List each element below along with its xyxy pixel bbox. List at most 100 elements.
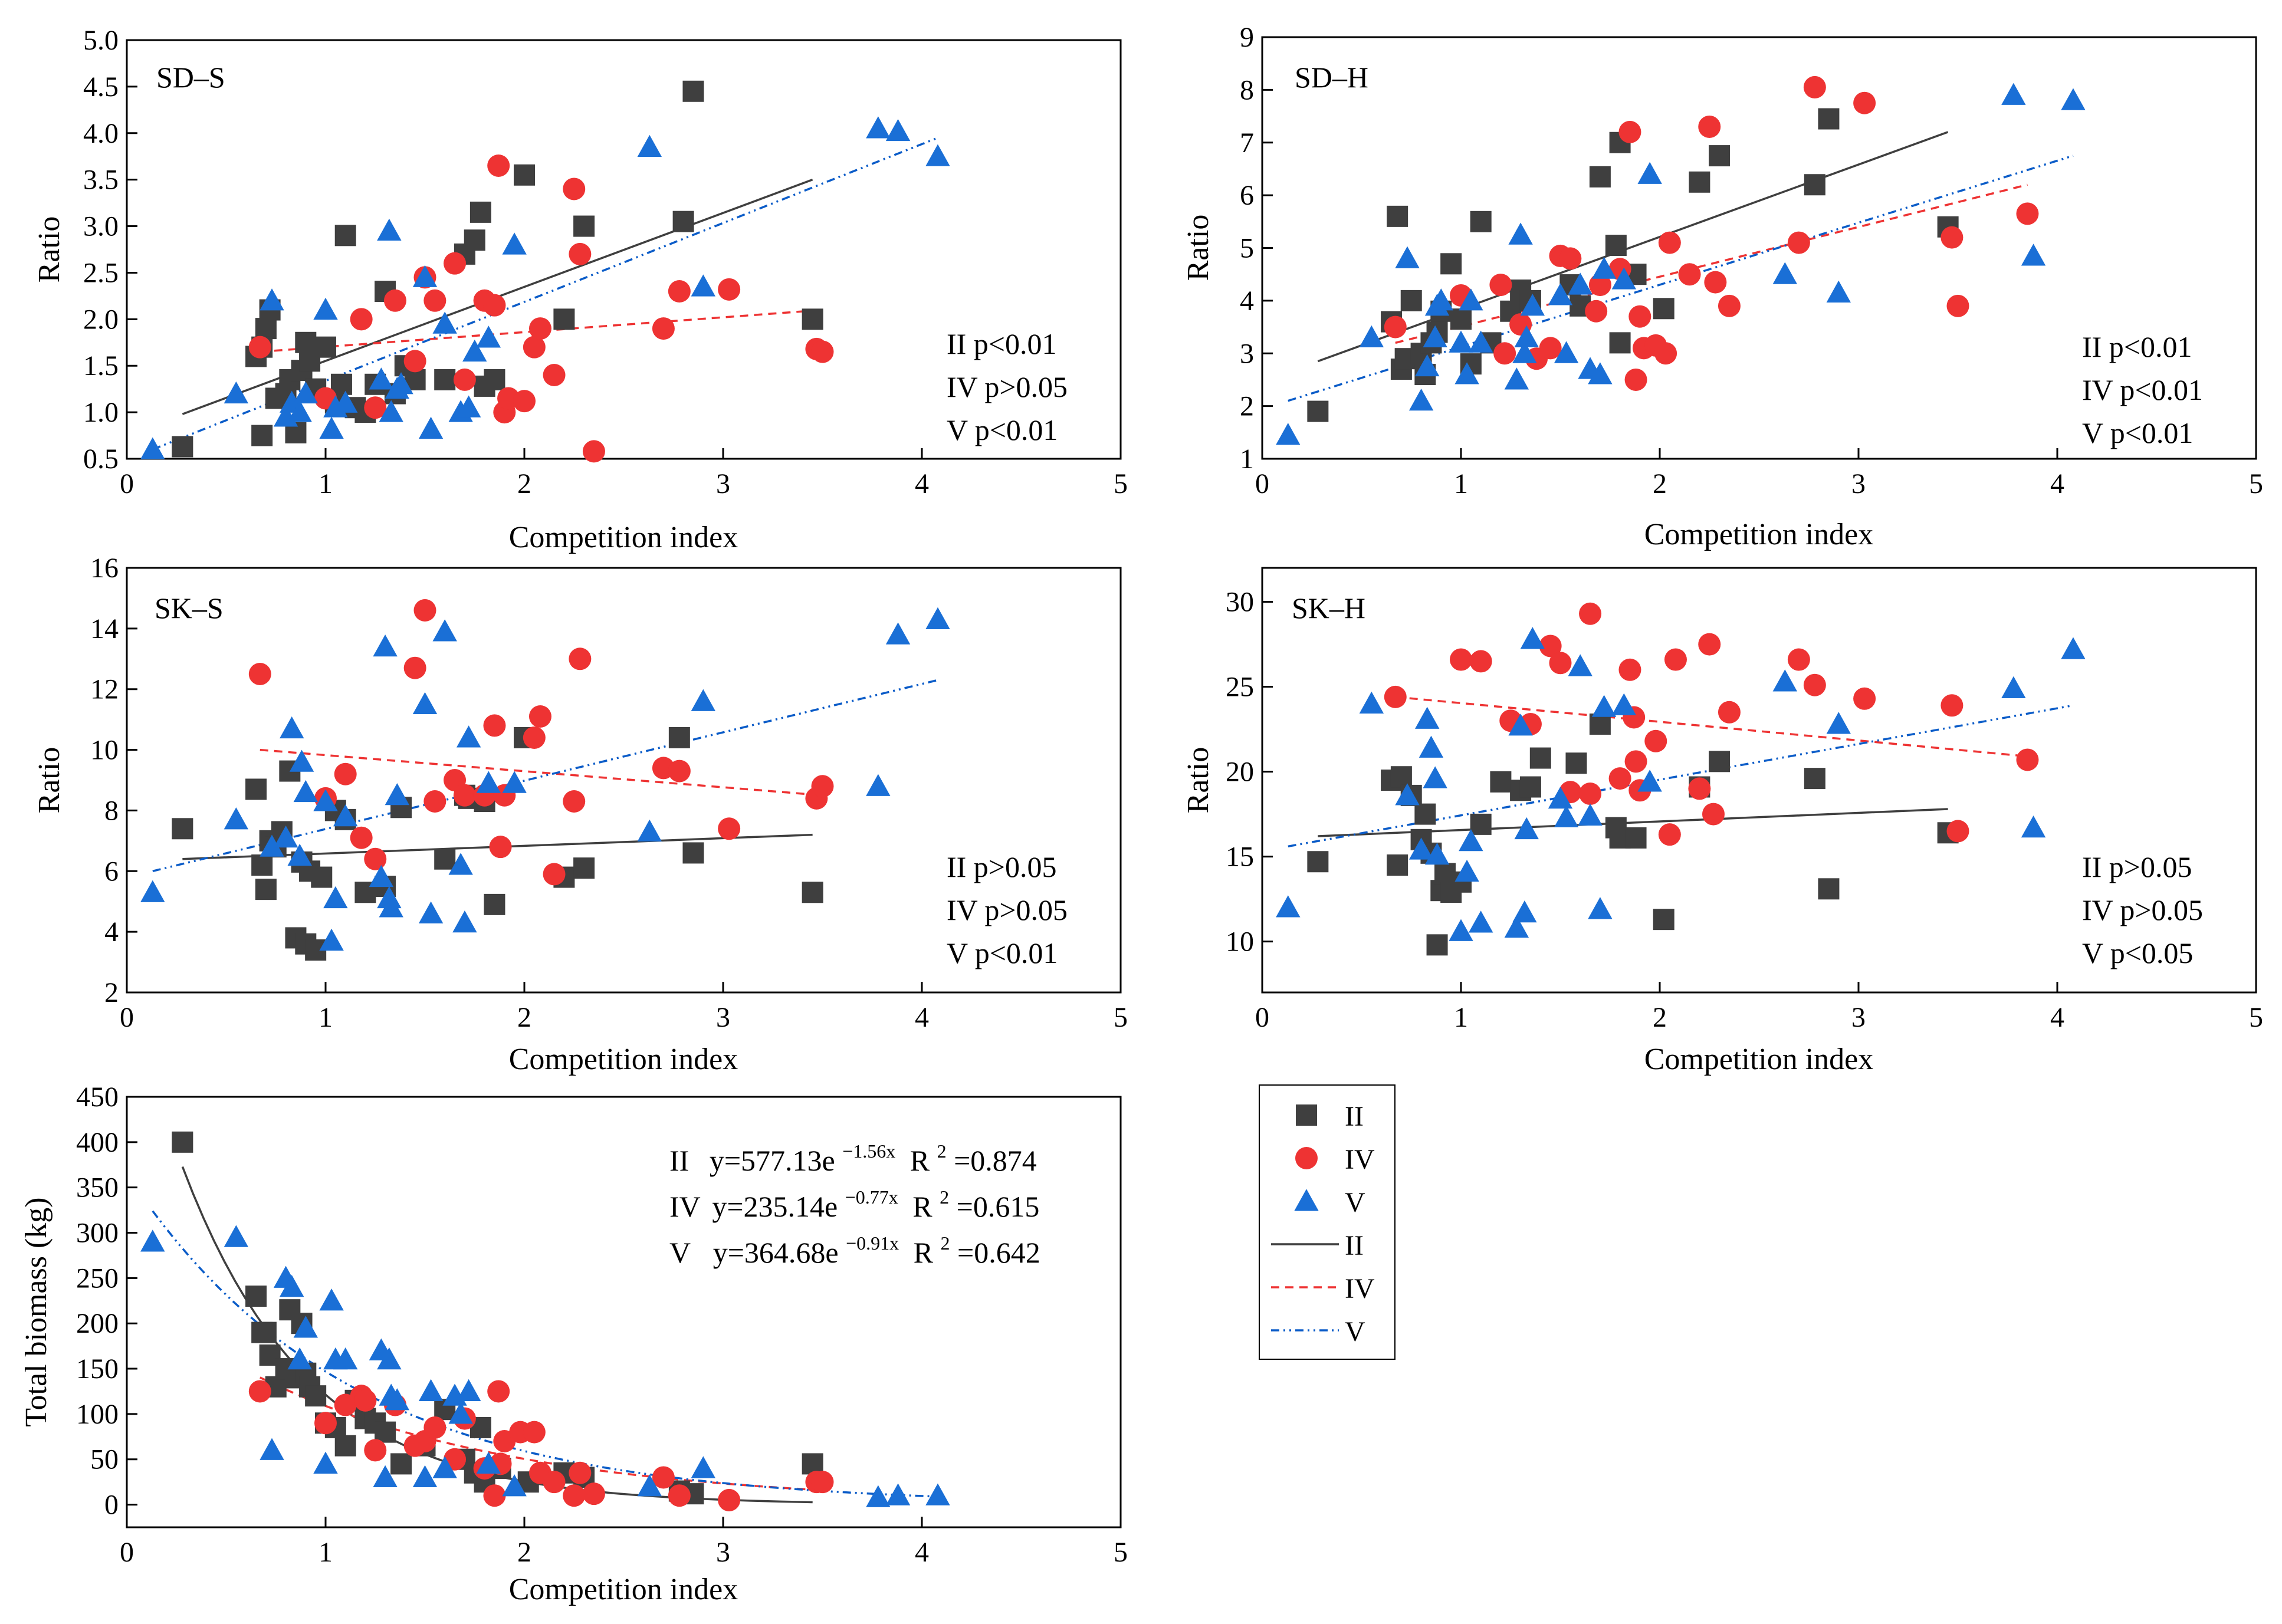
x-tick-label: 0 bbox=[120, 1537, 134, 1568]
data-point-ii bbox=[375, 1421, 396, 1443]
data-point-v bbox=[377, 886, 402, 909]
data-point-ii bbox=[172, 436, 193, 458]
data-point-v bbox=[2021, 815, 2046, 838]
panel-title: SK–S bbox=[155, 591, 224, 624]
data-point-v bbox=[273, 826, 298, 848]
data-point-iv bbox=[569, 1461, 592, 1484]
data-point-iv bbox=[1654, 342, 1677, 365]
y-tick-label: 4.0 bbox=[83, 118, 119, 149]
equation-r2: =0.874 bbox=[954, 1144, 1037, 1177]
data-point-v bbox=[1459, 288, 1483, 311]
data-point-ii bbox=[251, 425, 273, 446]
y-tick-label: 1.5 bbox=[83, 350, 119, 382]
data-point-v bbox=[866, 116, 891, 139]
data-point-v bbox=[1449, 330, 1473, 353]
data-point-ii bbox=[553, 308, 575, 330]
equation-label: II bbox=[669, 1144, 689, 1177]
y-tick-label: 100 bbox=[76, 1399, 119, 1430]
data-point-ii bbox=[255, 1321, 277, 1343]
data-point-v bbox=[377, 218, 402, 241]
legend-label: V bbox=[1345, 1316, 1365, 1347]
data-point-v bbox=[280, 716, 304, 739]
data-point-v bbox=[1469, 330, 1493, 353]
data-point-ii bbox=[245, 1286, 267, 1307]
data-point-v bbox=[333, 804, 358, 827]
data-point-v bbox=[691, 274, 715, 297]
y-tick-label: 7 bbox=[1240, 127, 1254, 159]
y-tick-label: 4 bbox=[104, 916, 119, 948]
data-point-v bbox=[456, 725, 481, 748]
data-point-v bbox=[885, 1483, 911, 1505]
data-point-v bbox=[476, 326, 501, 348]
data-point-v bbox=[1395, 783, 1420, 806]
data-point-v bbox=[1568, 654, 1593, 676]
data-point-iv bbox=[403, 350, 426, 373]
data-point-v bbox=[1359, 691, 1384, 714]
data-point-v bbox=[412, 265, 438, 287]
data-point-v bbox=[1276, 423, 1301, 445]
data-point-v bbox=[313, 1451, 338, 1474]
equation-label: IV bbox=[669, 1190, 701, 1223]
data-point-ii bbox=[1450, 308, 1472, 330]
y-tick-label: 10 bbox=[1226, 926, 1254, 958]
x-axis-label: Competition index bbox=[1644, 1043, 1874, 1076]
data-point-iv bbox=[1384, 685, 1407, 708]
data-point-ii bbox=[1390, 766, 1412, 788]
data-point-iv bbox=[668, 280, 691, 303]
x-tick-label: 1 bbox=[319, 1537, 333, 1568]
data-point-iv bbox=[453, 784, 476, 807]
data-point-ii bbox=[802, 882, 823, 903]
data-point-iv bbox=[668, 760, 691, 783]
data-point-v bbox=[925, 607, 950, 629]
data-point-iv bbox=[1559, 247, 1582, 270]
data-point-v bbox=[260, 1438, 284, 1460]
data-point-iv bbox=[1450, 648, 1472, 671]
y-axis-label: Ratio bbox=[32, 216, 66, 283]
y-tick-label: 150 bbox=[76, 1353, 119, 1385]
annotation-ii: II p>0.05 bbox=[947, 850, 1057, 883]
data-point-v bbox=[418, 901, 444, 923]
data-point-v bbox=[418, 1379, 444, 1402]
data-point-v bbox=[1395, 246, 1420, 268]
plot-frame bbox=[126, 567, 1122, 994]
data-point-v bbox=[1554, 341, 1579, 363]
data-point-iv bbox=[1664, 648, 1687, 671]
data-point-v bbox=[1408, 837, 1434, 860]
panel-title: SD–S bbox=[156, 61, 225, 94]
data-point-iv bbox=[1946, 820, 1969, 843]
data-point-v bbox=[313, 297, 338, 320]
data-point-iv bbox=[423, 1416, 446, 1439]
x-tick-label: 3 bbox=[716, 468, 730, 499]
data-point-iv bbox=[487, 154, 510, 177]
data-point-v bbox=[866, 774, 891, 796]
data-point-v bbox=[456, 1379, 481, 1402]
data-point-iv bbox=[1803, 673, 1826, 696]
data-point-iv bbox=[1704, 271, 1727, 294]
y-tick-label: 14 bbox=[90, 613, 119, 645]
x-tick-label: 4 bbox=[915, 1537, 929, 1568]
data-point-ii bbox=[1440, 253, 1462, 275]
data-point-ii bbox=[682, 80, 704, 102]
data-point-iv bbox=[1718, 701, 1741, 724]
annotation-block: II p<0.01 IV p>0.05 V p<0.01 bbox=[947, 327, 1068, 446]
data-point-ii bbox=[172, 818, 193, 840]
legend-marker-iv bbox=[1295, 1147, 1318, 1169]
data-point-v bbox=[637, 819, 662, 841]
y-tick-label: 6 bbox=[104, 856, 119, 887]
data-point-v bbox=[925, 144, 950, 166]
data-point-iv bbox=[811, 775, 834, 798]
equation-coef: y=577.13e bbox=[710, 1144, 835, 1177]
data-point-ii bbox=[484, 369, 505, 390]
legend-marker-ii bbox=[1296, 1104, 1317, 1126]
y-tick-label: 3.5 bbox=[83, 165, 119, 196]
data-point-iv bbox=[1618, 658, 1641, 681]
y-tick-label: 0 bbox=[104, 1490, 119, 1521]
annotation-ii: II p<0.01 bbox=[947, 327, 1057, 360]
data-point-ii bbox=[334, 225, 356, 246]
data-point-iv bbox=[513, 390, 536, 413]
data-point-ii bbox=[514, 164, 535, 186]
legend: II IV V II IV V bbox=[1259, 1084, 1396, 1360]
data-point-ii bbox=[1565, 752, 1587, 774]
legend-marker-v bbox=[1294, 1189, 1319, 1211]
